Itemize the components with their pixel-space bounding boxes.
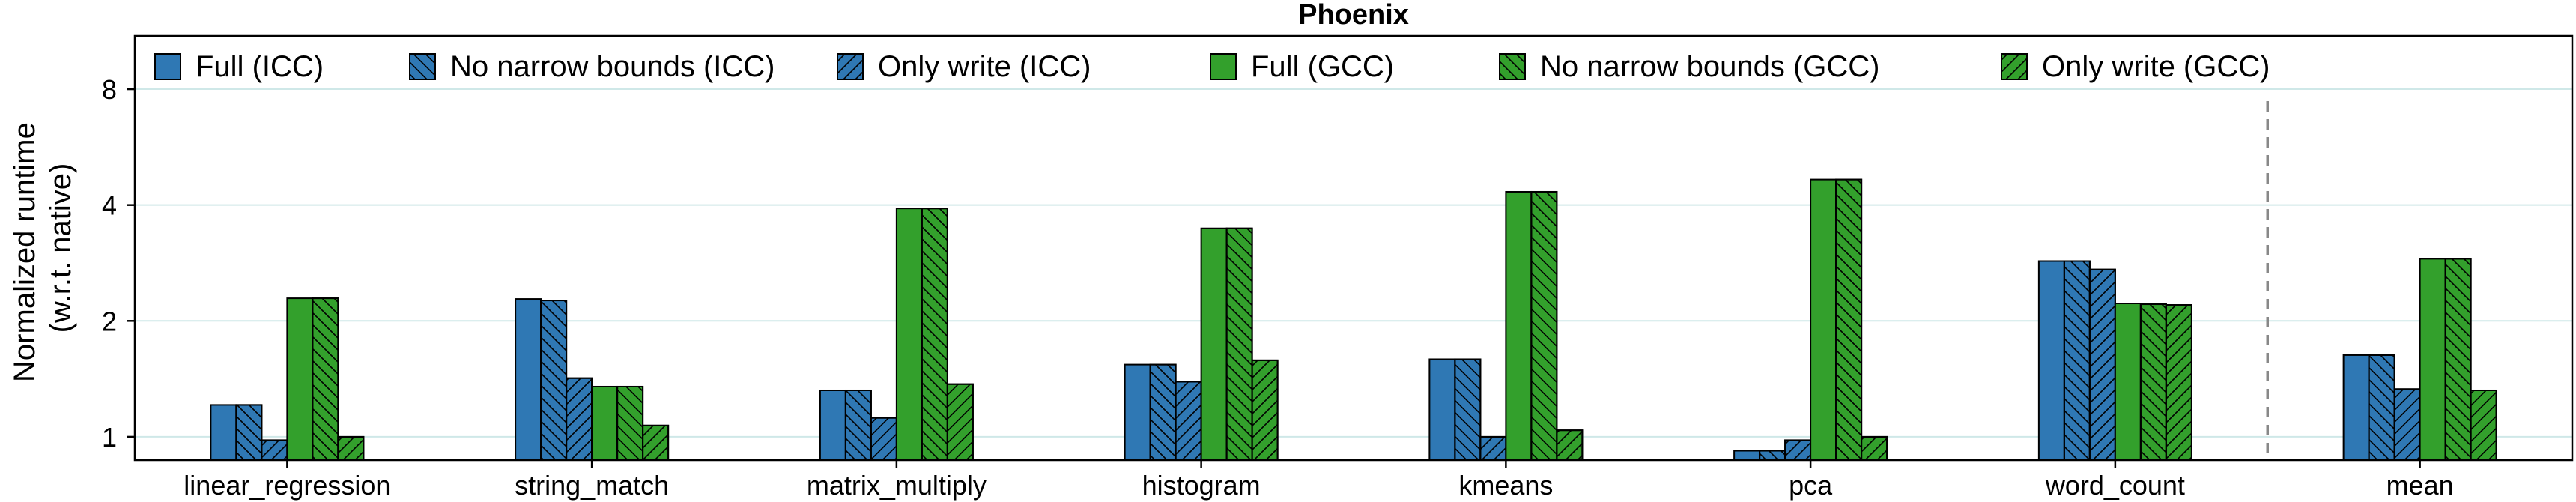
bar <box>819 389 846 462</box>
legend-swatch <box>154 53 181 80</box>
y-axis-label-line-2: (w.r.t. native) <box>44 163 77 333</box>
x-tick-label: mean <box>2386 470 2454 501</box>
bar-hatch <box>844 389 872 462</box>
bars <box>210 178 2497 462</box>
bar-hatch <box>235 404 263 461</box>
bar-hatch <box>1861 435 1888 461</box>
x-tick-label: histogram <box>1142 470 1261 501</box>
bar-hatch <box>1479 435 1507 461</box>
bar-hatch <box>1835 178 1863 462</box>
bar <box>1428 358 1456 462</box>
legend-label: Only write (ICC) <box>878 50 1091 83</box>
legend-label: No narrow bounds (GCC) <box>1540 50 1880 83</box>
bar-hatch <box>1530 190 1558 461</box>
legend-label: Full (ICC) <box>196 50 324 83</box>
bar-hatch <box>1251 359 1279 462</box>
bar <box>1733 450 1761 461</box>
bar <box>2114 303 2142 462</box>
x-tick-label: linear_regression <box>184 470 390 501</box>
bar <box>2419 258 2446 461</box>
plot-frame <box>133 34 2574 462</box>
x-tick-label: string_match <box>515 470 669 501</box>
legend-label: Full (GCC) <box>1251 50 1394 83</box>
x-tick-label: matrix_multiply <box>807 470 987 501</box>
bar-hatch <box>1556 429 1584 461</box>
bar <box>2037 260 2065 461</box>
bar <box>1200 227 1228 461</box>
legend-label: No narrow bounds (ICC) <box>450 50 775 83</box>
bar-hatch <box>2139 303 2167 461</box>
legend-swatch-hatch <box>409 53 436 80</box>
bar-hatch <box>1175 381 1202 461</box>
legend-swatch-hatch <box>2001 53 2028 80</box>
bar <box>515 298 542 461</box>
bar-hatch <box>540 300 568 461</box>
y-tick-label: 8 <box>102 74 117 105</box>
bar-hatch <box>946 383 974 462</box>
bar <box>1810 178 1837 462</box>
y-axis-label-line-1: Normalized runtime <box>8 122 41 382</box>
bar-hatch <box>870 417 897 461</box>
x-axis: linear_regression string_match matrix_mult… <box>184 460 2454 501</box>
bar-hatch <box>2393 388 2421 461</box>
chart-title: Phoenix <box>1298 0 1409 31</box>
legend-label: Only write (GCC) <box>2042 50 2270 83</box>
y-tick-label: 2 <box>102 306 117 336</box>
bar-hatch <box>2165 304 2192 461</box>
bar-hatch <box>2470 389 2497 462</box>
bar-hatch <box>616 385 644 461</box>
bar <box>1505 190 1533 461</box>
bar <box>1124 363 1151 462</box>
bar-hatch <box>921 208 948 461</box>
bar-hatch <box>642 424 670 461</box>
x-tick-label: pca <box>1789 470 1833 501</box>
grid-lines <box>135 88 2572 438</box>
legend: Full (ICC) No narrow bounds (ICC) Only wri… <box>154 50 2270 83</box>
y-tick-label: 1 <box>102 422 117 453</box>
legend-swatch-hatch <box>1499 53 1526 80</box>
bar-hatch <box>1759 450 1786 461</box>
bar-hatch <box>2368 354 2395 462</box>
bar <box>895 208 923 461</box>
bar-hatch <box>261 439 288 461</box>
bar-hatch <box>2088 268 2116 461</box>
x-tick-label: kmeans <box>1458 470 1553 501</box>
legend-swatch <box>1210 53 1237 80</box>
x-tick-label: word_count <box>2045 470 2185 501</box>
y-axis-label: Normalized runtime (w.r.t. native) <box>8 114 77 382</box>
bar-hatch <box>1454 358 1482 462</box>
bar-hatch <box>312 297 339 462</box>
bar <box>2342 354 2370 462</box>
bar-hatch <box>1225 227 1253 461</box>
y-tick-label: 4 <box>102 190 117 221</box>
bar-hatch <box>1784 439 1812 461</box>
bar <box>286 297 314 462</box>
legend-swatch-hatch <box>837 53 864 80</box>
bar-hatch <box>1149 363 1177 462</box>
bar-hatch <box>566 377 593 461</box>
bar <box>210 404 237 461</box>
bar-hatch <box>2063 260 2091 461</box>
bar <box>591 385 619 461</box>
bar-hatch <box>2444 258 2472 461</box>
bar-hatch <box>337 435 365 461</box>
y-axis: 1 2 4 8 <box>102 74 135 453</box>
